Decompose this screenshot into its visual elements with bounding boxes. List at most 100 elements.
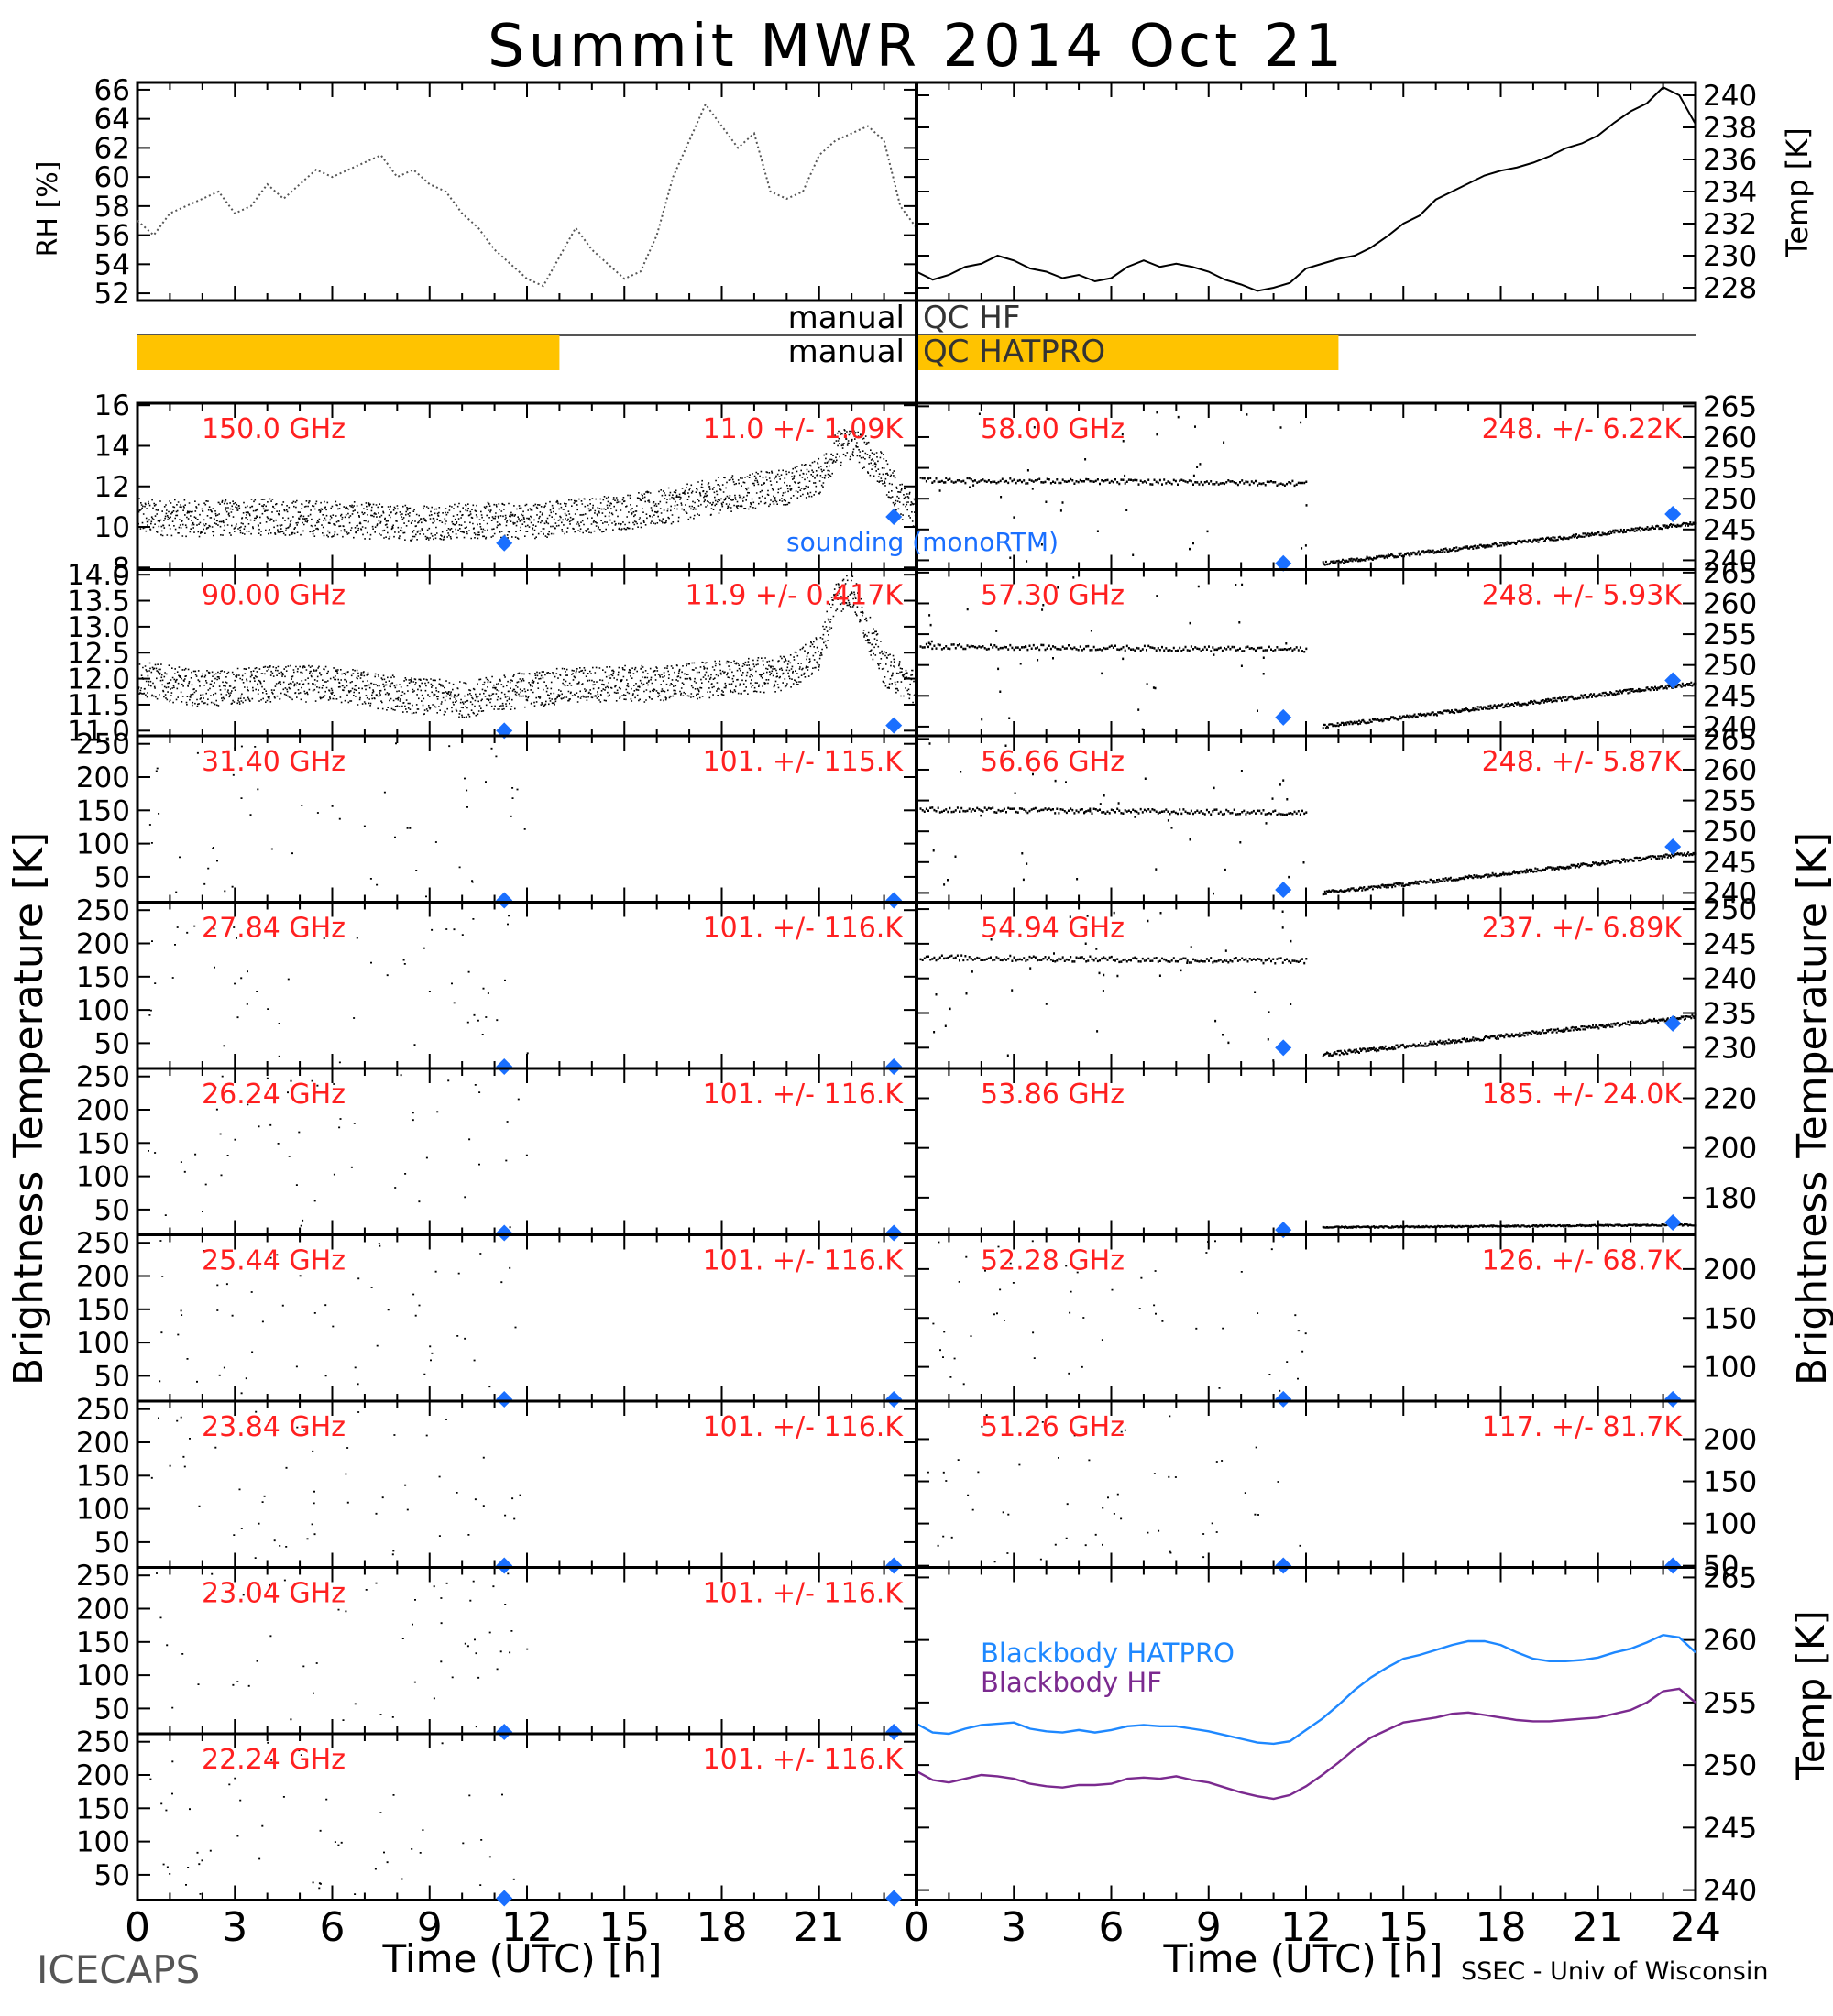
rh-panel-ytick-label: 58 [94, 191, 130, 224]
right-tb-panel-2-stats-label: 248. +/- 5.87K [1482, 746, 1684, 778]
right-tb-panel-5-frequency-label: 52.28 GHz [981, 1245, 1125, 1277]
right-tb-panel-3-data-points-late [1322, 1013, 1697, 1057]
air-temp-panel-ytick-label: 236 [1703, 144, 1757, 177]
x-tick-label-right: 18 [1476, 1904, 1527, 1951]
right-tb-panel-5-data-points [932, 1240, 1307, 1392]
right-tb-panel-0-frequency-label: 58.00 GHz [981, 413, 1125, 445]
right-tb-panel-2-sounding-marker [1664, 838, 1682, 855]
left-tb-panel-8-ytick-label: 250 [76, 1726, 130, 1759]
left-tb-panel-1-frequency-label: 90.00 GHz [202, 580, 346, 612]
x-tick-label-right: 24 [1670, 1904, 1721, 1951]
right-tb-panel-1-ytick-label: 255 [1703, 619, 1757, 652]
qc-section: manual QC HF manual QC HATPRO [137, 300, 1696, 370]
left-tb-panel-8-sounding-marker [885, 1890, 903, 1907]
left-tb-panel-5-ytick-label: 100 [76, 1327, 130, 1360]
blackbody-panel-frame [915, 1566, 1697, 1901]
qc-hatpro-bar-right [916, 335, 1339, 370]
left-tb-panel-7-ytick-label: 50 [94, 1693, 130, 1726]
left-tb-panel-5-sounding-marker [496, 1391, 513, 1408]
left-tb-panel-0-ytick-label: 8 [112, 552, 130, 585]
left-tb-panel-7-stats-label: 101. +/- 116.K [703, 1578, 905, 1610]
right-tb-panel-6: 50 100 150 200 51.26 GHz 117. +/- 81.7K [915, 1399, 1757, 1583]
left-tb-panel-6-ytick-label: 200 [76, 1427, 130, 1460]
right-tb-panel-1-data-points [919, 576, 1308, 731]
left-tb-panel-2-ytick-label: 200 [76, 761, 130, 794]
blackbody-panel-ytick-label: 265 [1703, 1561, 1757, 1594]
x-tick-label-right: 15 [1377, 1904, 1429, 1951]
left-tb-panel-2-data-points [148, 742, 526, 898]
left-tb-panel-5-ytick-label: 200 [76, 1261, 130, 1294]
left-tb-panel-6-ytick-label: 250 [76, 1394, 130, 1427]
rh-panel-ytick-label: 66 [94, 74, 130, 107]
right-tb-panel-2-sounding-marker [1275, 882, 1292, 899]
right-tb-panel-3-stats-label: 237. +/- 6.89K [1482, 913, 1684, 945]
blackbody-panel: 240 245 250 255 260 265 [915, 1561, 1757, 1908]
left-tb-panel-4-ytick-label: 150 [76, 1127, 130, 1160]
right-tb-panel-6-ytick-label: 50 [1703, 1550, 1739, 1583]
qc-hatpro-label: QC HATPRO [923, 334, 1105, 370]
right-tb-panel-0-ytick-label: 260 [1703, 422, 1757, 455]
x-tick-label-left: 15 [598, 1904, 650, 1951]
right-tb-panel-3-ytick-label: 245 [1703, 928, 1757, 961]
left-tb-panel-1-sounding-marker [885, 717, 903, 734]
left-tb-panel-3-ytick-label: 250 [76, 894, 130, 927]
right-tb-panel-0-ytick-label: 255 [1703, 453, 1757, 486]
blackbody-panel-ytick-label: 240 [1703, 1875, 1757, 1908]
right-tb-panel-4-ytick-label: 200 [1703, 1133, 1757, 1166]
x-tick-label-left: 12 [501, 1904, 553, 1951]
x-axis-label-left: Time (UTC) [h] [382, 1936, 663, 1981]
blackbody-series-hf [916, 1687, 1696, 1801]
left-tb-panel-0-sounding-marker [885, 508, 903, 525]
right-tb-panel-3-sounding-marker [1664, 1014, 1682, 1032]
right-tb-panel-1-data-points-late [1322, 681, 1697, 729]
left-tb-panel-5-stats-label: 101. +/- 116.K [703, 1245, 905, 1277]
left-tb-panel-0-ytick-label: 12 [94, 471, 130, 504]
left-tb-panel-3-ytick-label: 50 [94, 1027, 130, 1060]
left-tb-panel-1-ytick-label: 12.0 [67, 663, 130, 696]
right-tb-panel-0-ytick-label: 245 [1703, 514, 1757, 547]
left-tb-panel-8-ytick-label: 50 [94, 1859, 130, 1892]
blackbody-series-hatpro [916, 1633, 1696, 1746]
x-tick-label-right: 3 [1001, 1904, 1026, 1951]
right-tb-panel-2-data-points-late [1322, 851, 1697, 896]
right-tb-panel-5-ytick-label: 100 [1703, 1352, 1757, 1385]
x-tick-label-left: 18 [697, 1904, 748, 1951]
right-tb-panel-0-stats-label: 248. +/- 6.22K [1482, 413, 1684, 445]
blackbody-panel-ytick-label: 250 [1703, 1749, 1757, 1782]
rh-panel-ytick-label: 64 [94, 104, 130, 137]
right-tb-panel-4-ytick-label: 220 [1703, 1083, 1757, 1116]
left-tb-panel-1-data-points [137, 575, 918, 718]
right-tb-panel-1-sounding-marker [1275, 708, 1292, 726]
left-tb-panel-2-sounding-marker [885, 892, 903, 909]
panels-layer: 5254565860626466228230232234236238240810… [67, 74, 1757, 1951]
qc-hf-label: QC HF [923, 300, 1020, 336]
right-tb-panel-0-data-points-late [1322, 521, 1697, 566]
right-tb-panel-5-ytick-label: 150 [1703, 1302, 1757, 1335]
right-tb-panel-2-data-points [919, 742, 1308, 895]
qc-hatpro-prefix: manual [788, 334, 905, 370]
left-tb-panel-7-data-points [156, 1572, 529, 1728]
right-tb-panel-4-stats-label: 185. +/- 24.0K [1482, 1079, 1684, 1111]
right-tb-panel-1-sounding-marker [1664, 672, 1682, 689]
right-tb-panel-3-ytick-label: 240 [1703, 963, 1757, 996]
left-tb-panel-7-ytick-label: 200 [76, 1594, 130, 1627]
right-tb-panel-3-data-points [919, 910, 1308, 1062]
right-tb-panel-1-ytick-label: 260 [1703, 587, 1757, 620]
right-tb-panel-2-ytick-label: 245 [1703, 847, 1757, 880]
air-temp-series-line [916, 86, 1696, 292]
right-tb-panel-0-ytick-label: 240 [1703, 544, 1757, 577]
left-tb-panel-8-data-points [149, 1741, 515, 1895]
chart-title: Summit MWR 2014 Oct 21 [488, 13, 1345, 81]
right-tb-panel-1-frequency-label: 57.30 GHz [981, 580, 1125, 612]
left-tb-panel-7-ytick-label: 250 [76, 1560, 130, 1593]
left-tb-panel-0-stats-label: 11.0 +/- 1.09K [703, 413, 905, 445]
left-tb-panel-1-ytick-label: 12.5 [67, 637, 130, 670]
left-tb-panel-1-stats-label: 11.9 +/- 0.417K [686, 580, 905, 612]
left-tb-panel-4-sounding-marker [885, 1224, 903, 1242]
